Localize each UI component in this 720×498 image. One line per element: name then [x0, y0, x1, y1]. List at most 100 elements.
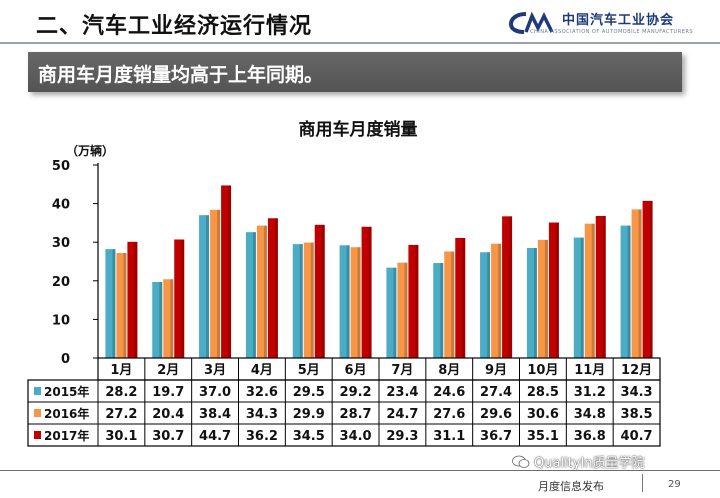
x-tick-label: 7月 [391, 363, 413, 378]
x-tick-label: 4月 [251, 363, 273, 378]
data-label: 34.0 [340, 429, 372, 444]
bar-shade [498, 243, 502, 358]
bar-2016年-9月 [491, 243, 502, 358]
bar-2017年-12月 [642, 200, 653, 358]
bar-2017年-7月 [408, 244, 419, 358]
bar-2015年-7月 [386, 267, 397, 358]
data-label: 23.4 [386, 385, 418, 400]
bar-shade [544, 239, 548, 358]
data-label: 20.4 [152, 407, 184, 422]
bar-shade [627, 225, 631, 358]
bar-shade [533, 247, 537, 358]
watermark-text: QualityIn质量学院 [534, 456, 645, 471]
page-title: 二、汽车工业经济运行情况 [36, 14, 313, 39]
data-label: 19.7 [152, 385, 184, 400]
data-label: 40.7 [621, 429, 653, 444]
bar-2015年-2月 [152, 281, 163, 358]
bar-shade [451, 251, 455, 358]
bar-shade [321, 224, 325, 358]
bar-shade [123, 253, 127, 358]
bar-2016年-11月 [584, 223, 595, 358]
bar-shade [357, 247, 361, 358]
y-tick-label: 10 [52, 313, 70, 328]
bar-2016年-12月 [631, 209, 642, 358]
summary-banner: 商用车月度销量均高于上年同期。 [28, 52, 682, 92]
data-label: 35.1 [527, 429, 559, 444]
data-label: 29.6 [480, 407, 512, 422]
y-tick-label: 40 [52, 198, 70, 213]
data-label: 24.6 [433, 385, 465, 400]
bar-2017年-3月 [221, 185, 232, 358]
legend-swatch [34, 431, 41, 439]
y-tick-label: 50 [52, 159, 70, 174]
bar-shade [206, 215, 210, 358]
data-label: 30.7 [152, 429, 184, 444]
x-tick-label: 5月 [298, 363, 320, 378]
data-label: 36.8 [574, 429, 606, 444]
bar-shade [170, 279, 174, 358]
x-tick-label: 6月 [345, 363, 367, 378]
bar-shade [509, 216, 513, 358]
footer-separator [642, 474, 643, 492]
x-tick-label: 11月 [574, 363, 605, 378]
bar-2017年-8月 [455, 237, 466, 358]
bar-2016年-8月 [444, 251, 455, 358]
data-table: 1月 2月 3月 4月 5月 6月 7月 8月 9月 10月 11月 12月 2015年 28.2 19.7… [27, 357, 661, 447]
chart-title: 商用车月度销量 [299, 119, 418, 140]
data-label: 24.7 [386, 407, 418, 422]
bar-2016年-3月 [210, 209, 221, 358]
caam-logo: 中国汽车工业协会 CHINA ASSOCIATION OF AUTOMOBILE… [508, 8, 708, 40]
chart-axes: 0 10 20 30 40 50 [52, 159, 99, 367]
y-tick-label: 0 [61, 352, 70, 367]
data-label: 27.2 [105, 407, 137, 422]
data-label: 30.6 [527, 407, 559, 422]
data-label: 29.2 [340, 385, 372, 400]
bar-shade [112, 249, 116, 358]
data-label: 36.7 [480, 429, 512, 444]
bar-2016年-1月 [116, 253, 127, 358]
bar-2015年-3月 [199, 215, 210, 358]
bar-shade [228, 185, 232, 358]
bar-shade [415, 244, 419, 358]
logo-text: 中国汽车工业协会 [562, 13, 675, 28]
footer-text: 月度信息发布 [538, 480, 604, 493]
bar-2016年-10月 [537, 239, 548, 358]
y-tick-label: 30 [52, 236, 70, 251]
bar-shade [299, 244, 303, 358]
bar-shade [440, 263, 444, 358]
bar-shade [274, 218, 278, 358]
legend-label: 2015年 [44, 384, 89, 399]
data-label: 38.5 [621, 407, 653, 422]
bar-2015年-6月 [339, 245, 350, 358]
data-label: 34.5 [293, 429, 325, 444]
bar-2017年-1月 [127, 241, 138, 358]
bar-shade [263, 225, 267, 358]
bar-shade [591, 223, 595, 358]
bar-shade [368, 226, 372, 358]
bar-shade [393, 267, 397, 358]
bar-shade [252, 232, 256, 358]
bar-2017年-6月 [361, 226, 372, 358]
legend-swatch [34, 387, 41, 395]
x-tick-label: 3月 [204, 363, 226, 378]
data-label: 32.6 [246, 385, 278, 400]
page-number: 29 [668, 479, 681, 490]
data-label: 34.3 [246, 407, 278, 422]
bar-2015年-9月 [480, 252, 491, 358]
bar-shade [134, 241, 138, 358]
data-label: 28.2 [105, 385, 137, 400]
data-label: 27.4 [480, 385, 512, 400]
data-label: 36.2 [246, 429, 278, 444]
data-label: 29.5 [293, 385, 325, 400]
bar-shade [638, 209, 642, 358]
banner-text: 商用车月度销量均高于上年同期。 [38, 64, 324, 86]
data-label: 30.1 [105, 429, 137, 444]
data-label: 34.3 [621, 385, 653, 400]
bar-shade [346, 245, 350, 358]
y-tick-label: 20 [52, 275, 70, 290]
caam-logo-icon [508, 11, 554, 34]
x-tick-label: 2月 [157, 363, 179, 378]
legend-swatch [34, 409, 41, 417]
header-divider [0, 42, 720, 44]
